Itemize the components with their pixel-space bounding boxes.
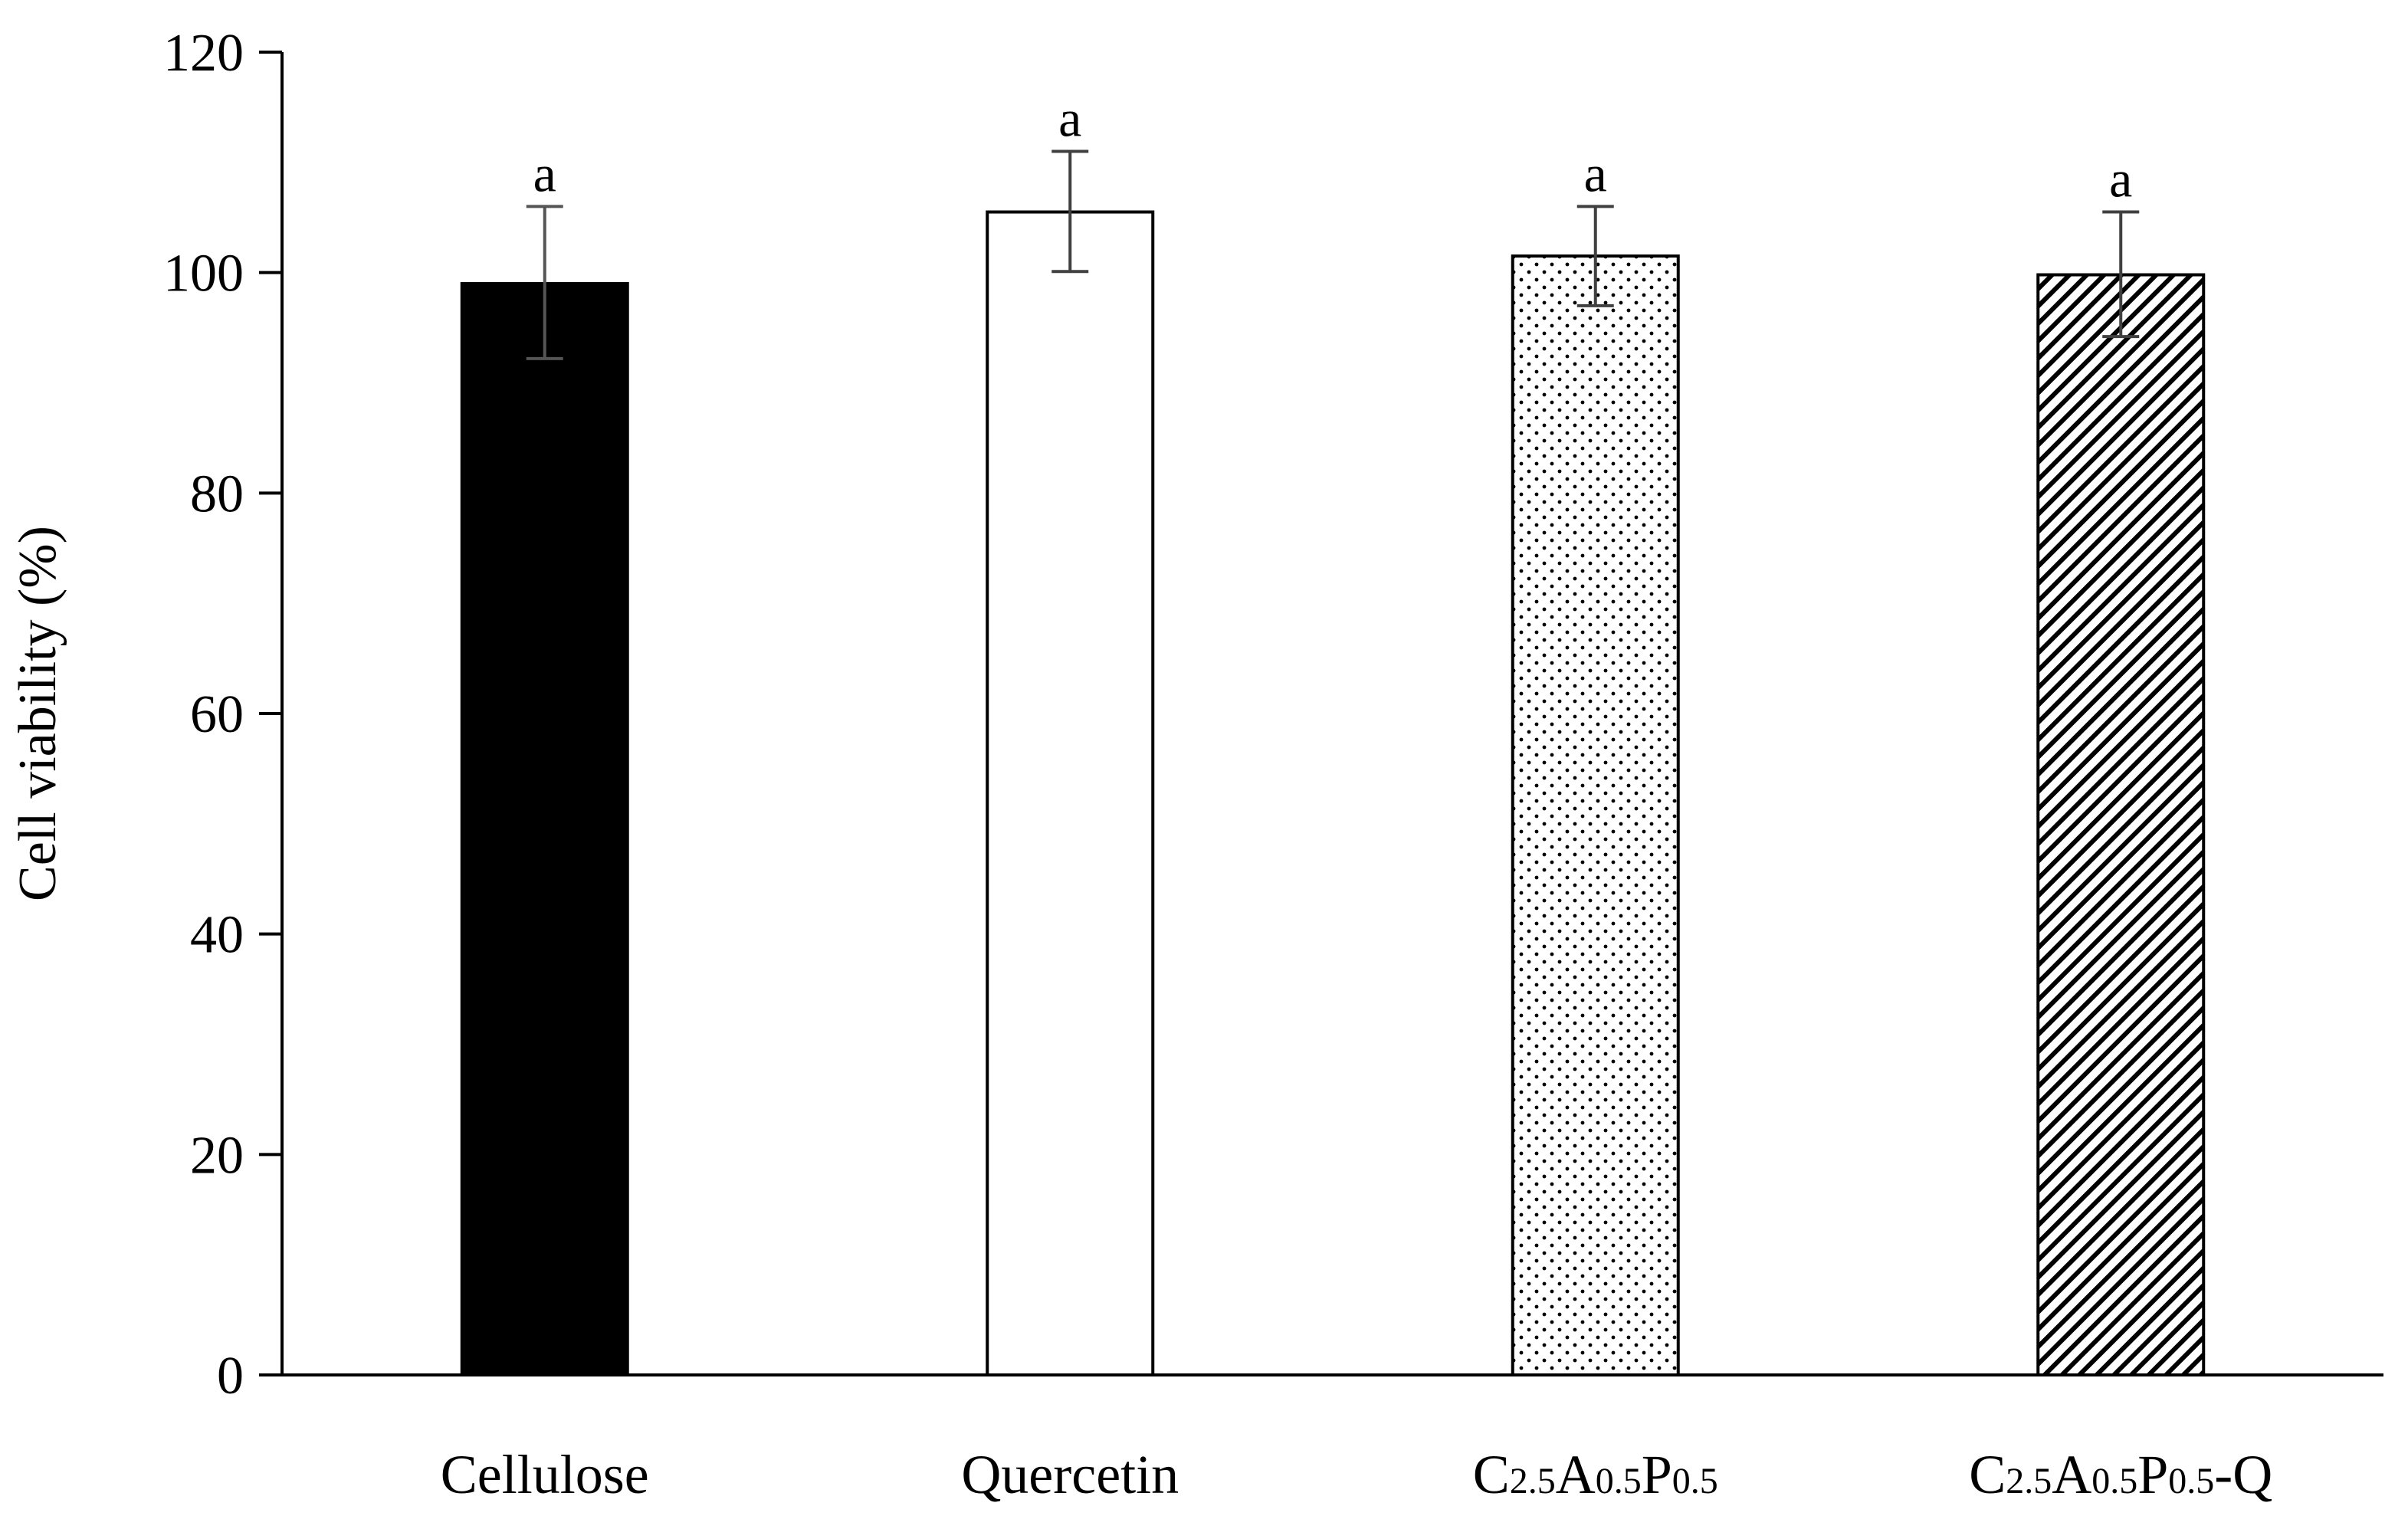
significance-label-1: a [533,144,556,202]
category-label-1: Cellulose [441,1444,649,1505]
category-label-2: Quercetin [961,1444,1179,1505]
y-tick-label: 80 [190,464,244,523]
y-axis-title: Cell viability (%) [8,526,67,901]
category-label-3: C2.5A0.5P0.5 [1473,1444,1718,1505]
significance-label-2: a [1058,89,1081,147]
y-tick-label: 40 [190,906,244,965]
bars [460,210,2206,1376]
bar-4 [2036,273,2206,1376]
category-labels: Cellulose Quercetin C2.5A0.5P0.5 C2.5A0.5P0… [441,1444,2273,1505]
y-tick-label: 20 [190,1126,244,1185]
y-tick-label: 100 [163,244,244,304]
bar-2 [986,210,1155,1376]
bar-1 [460,282,629,1376]
significance-labels: a a a a [533,89,2133,208]
y-tick-label: 60 [190,685,244,744]
significance-label-3: a [1584,144,1607,202]
y-ticks: 0 20 40 60 80 100 120 [163,24,282,1406]
category-label-4: C2.5A0.5P0.5-Q [1969,1444,2272,1505]
significance-label-4: a [2109,150,2132,208]
error-bars [526,149,2140,360]
y-tick-label: 0 [217,1347,244,1406]
y-tick-label: 120 [163,24,244,83]
bar-3 [1511,254,1680,1376]
